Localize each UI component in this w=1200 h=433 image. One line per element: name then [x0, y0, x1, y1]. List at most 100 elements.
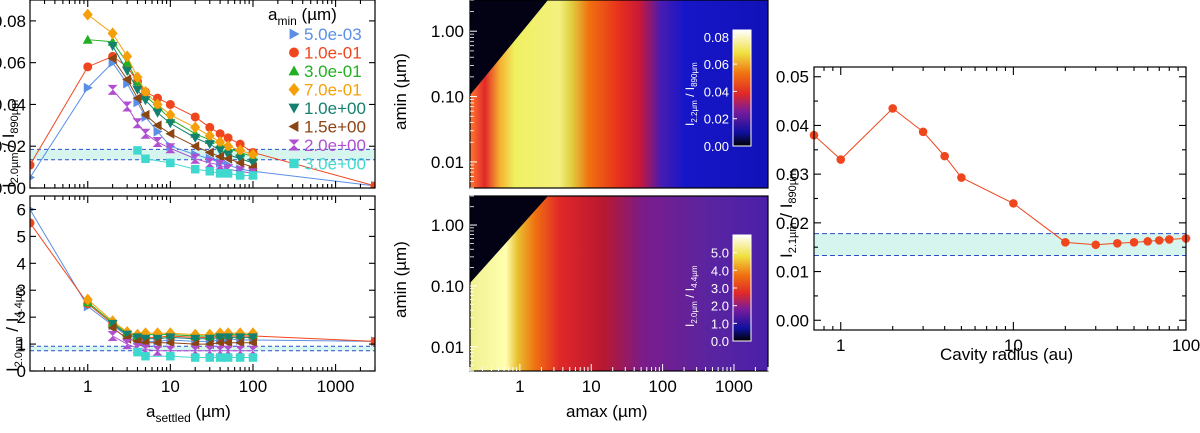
data-point — [235, 333, 246, 343]
legend-marker-3.0e+00 — [289, 158, 299, 169]
x-tick-label: 10 — [1004, 336, 1023, 355]
data-point — [204, 140, 215, 150]
series-line-5.0e-03 — [30, 209, 375, 342]
panel-e: 0.00 0.01 0.02 0.03 0.04 0.05 1 10 100 I2.1µm /… — [776, 66, 1200, 364]
legend-title: amin (µm) — [268, 5, 337, 28]
data-point — [165, 333, 176, 343]
legend-label: 7.0e-01 — [304, 81, 362, 100]
panel-e-ylabel: I2.1µm / I890µm — [777, 170, 799, 258]
panel-c-ylabel: amin (µm) — [391, 53, 410, 130]
y-tick-label: 0.00 — [776, 311, 809, 330]
data-point — [140, 109, 150, 120]
y-tick-label: 4 — [17, 254, 26, 273]
y-tick-label: 0.10 — [431, 88, 464, 107]
data-point — [83, 62, 93, 72]
x-tick-label: 1000 — [715, 377, 753, 396]
panel-e-band — [814, 233, 1186, 256]
colorbar-tick-label: 5.0 — [711, 246, 729, 261]
panel-e-yticks: 0.00 0.01 0.02 0.03 0.04 0.05 — [776, 68, 1186, 330]
panel-b-band — [30, 345, 375, 352]
data-point — [223, 353, 233, 362]
panel-b-frame — [29, 195, 376, 372]
data-point — [140, 128, 151, 139]
colorbar-tick-label: 3.0 — [711, 281, 729, 296]
panel-d-xlabel: amax (µm) — [566, 402, 648, 421]
data-point — [215, 333, 226, 343]
panel-b-xticks: 1 10 100 1000 — [29, 196, 376, 396]
colorbar-tick-label: 0.06 — [704, 57, 729, 72]
panel-e-xlabel: Cavity radius (au) — [940, 345, 1073, 364]
data-point — [957, 173, 966, 182]
data-point — [122, 74, 132, 85]
panel-d-yticks: 1.00 0.10 0.01 — [431, 195, 477, 372]
series-line-1.0e-01 — [30, 222, 375, 342]
data-point — [30, 218, 35, 228]
panel-c-yticks: 1.00 0.10 0.01 — [431, 0, 477, 189]
y-tick-label: 6 — [17, 200, 26, 219]
colorbar-a-label: I2.2µm / I890µm — [683, 62, 699, 126]
panel-e-series — [809, 104, 1191, 250]
data-point — [165, 143, 176, 154]
colorbar-a-ticks: 0.08 0.06 0.04 0.02 0.00 — [704, 30, 737, 154]
data-point — [132, 118, 143, 129]
data-point — [190, 153, 201, 164]
y-tick-label: 0.06 — [0, 54, 26, 73]
y-tick-label: 5 — [17, 227, 26, 246]
data-point — [165, 99, 175, 109]
panel-b-yticks: 0 1 2 3 4 5 6 — [17, 200, 375, 381]
heatmap-a-empty-region — [470, 0, 548, 95]
data-point — [165, 119, 176, 129]
data-point — [190, 334, 201, 344]
legend-label: 2.0e+00 — [304, 136, 366, 155]
data-point — [205, 122, 215, 132]
heatmap-b-empty-region — [470, 196, 548, 283]
data-point — [204, 334, 215, 344]
data-point — [152, 120, 162, 131]
y-tick-label: 0.01 — [431, 338, 464, 357]
data-point — [165, 337, 175, 348]
data-point — [215, 160, 226, 171]
data-point — [30, 174, 35, 181]
colorbar-tick-label: 1.0 — [711, 316, 729, 331]
y-tick-label: 0.00 — [0, 179, 26, 198]
legend-label: 5.0e-03 — [304, 25, 362, 44]
data-point — [152, 137, 163, 148]
series-line — [813, 107, 1187, 246]
data-point — [165, 108, 176, 121]
data-point — [152, 337, 162, 348]
data-point — [107, 322, 117, 333]
tolerance-band — [30, 346, 375, 351]
y-tick-label: 0.01 — [431, 153, 464, 172]
x-tick-label: 1 — [83, 377, 92, 396]
data-point — [235, 139, 245, 149]
data-point — [152, 345, 163, 356]
colorbar-tick-label: 0.02 — [704, 112, 729, 127]
data-point — [107, 27, 118, 40]
y-tick-label: 1.00 — [431, 216, 464, 235]
panel-a-yticks: 0.00 0.02 0.04 0.06 0.08 — [0, 12, 375, 198]
data-point — [215, 337, 225, 348]
data-point — [190, 133, 201, 143]
panel-d: 1.00 0.10 0.01 1 10 100 1000 amin (µm) amax (… — [391, 195, 769, 421]
legend-label: 1.0e-01 — [304, 44, 362, 63]
data-point — [107, 41, 118, 51]
panel-e-xticks: 1 10 100 — [813, 67, 1200, 355]
legend-marker-1.0e-01 — [289, 47, 299, 58]
data-point — [204, 157, 215, 168]
panel-b-xlabel: asettled (µm) — [146, 402, 231, 425]
panel-d-frame — [469, 195, 769, 372]
data-point — [122, 330, 133, 340]
data-point — [166, 158, 175, 168]
data-point — [204, 129, 215, 142]
data-point — [165, 128, 175, 139]
data-point — [235, 337, 245, 348]
y-tick-label: 0.03 — [776, 165, 809, 184]
data-point — [190, 353, 200, 362]
y-tick-label: 0.04 — [0, 95, 26, 114]
data-point — [122, 101, 133, 112]
data-point — [215, 136, 226, 149]
x-tick-label: 1 — [515, 377, 524, 396]
data-point — [132, 85, 143, 95]
data-point — [223, 169, 233, 178]
